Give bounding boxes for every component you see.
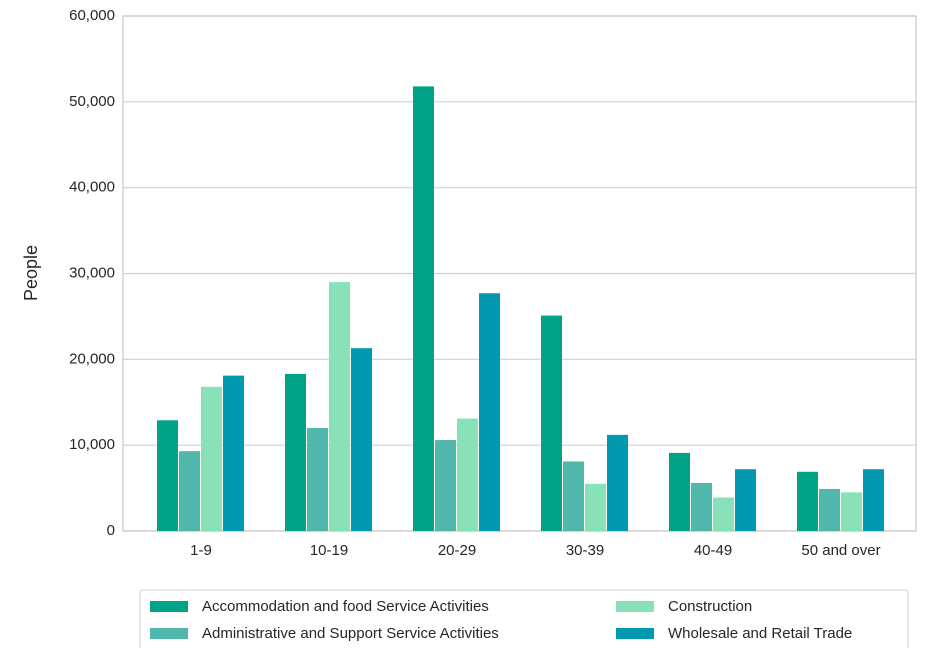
bar: [479, 293, 500, 531]
bar: [735, 469, 756, 531]
bar: [563, 461, 584, 531]
bar: [351, 348, 372, 531]
legend-label: Administrative and Support Service Activ…: [202, 625, 499, 642]
y-tick-label: 20,000: [69, 350, 115, 367]
bar: [691, 482, 712, 531]
bar: [457, 418, 478, 531]
bar: [201, 386, 222, 531]
legend-swatch: [616, 601, 654, 612]
legend-label: Construction: [668, 598, 752, 615]
bar: [585, 483, 606, 531]
bar: [669, 452, 690, 531]
bar: [541, 315, 562, 531]
y-tick-label: 50,000: [69, 93, 115, 110]
bar: [819, 488, 840, 531]
bar: [713, 497, 734, 531]
x-tick-label: 50 and over: [801, 542, 880, 559]
legend-swatch: [150, 601, 188, 612]
x-tick-label: 40-49: [694, 542, 732, 559]
bar: [307, 428, 328, 531]
legend-label: Wholesale and Retail Trade: [668, 625, 852, 642]
x-tick-label: 1-9: [190, 542, 212, 559]
bar: [157, 420, 178, 531]
bar: [841, 492, 862, 531]
y-tick-label: 0: [107, 522, 115, 539]
bar: [435, 440, 456, 531]
y-tick-label: 30,000: [69, 264, 115, 281]
x-tick-label: 30-39: [566, 542, 604, 559]
y-axis-label: People: [21, 245, 41, 301]
y-tick-label: 60,000: [69, 7, 115, 24]
bar: [285, 373, 306, 531]
legend-label: Accommodation and food Service Activitie…: [202, 598, 489, 615]
bar: [607, 434, 628, 531]
bar: [179, 451, 200, 531]
y-tick-label: 10,000: [69, 436, 115, 453]
bar: [223, 375, 244, 531]
legend-swatch: [616, 628, 654, 639]
x-tick-label: 10-19: [310, 542, 348, 559]
y-tick-label: 40,000: [69, 179, 115, 196]
bar: [413, 86, 434, 531]
legend-box: [139, 589, 909, 648]
plot-frame: [122, 15, 917, 532]
x-tick-label: 20-29: [438, 542, 476, 559]
bar: [863, 469, 884, 531]
bar: [329, 282, 350, 531]
legend-swatch: [150, 628, 188, 639]
bar: [797, 471, 818, 531]
